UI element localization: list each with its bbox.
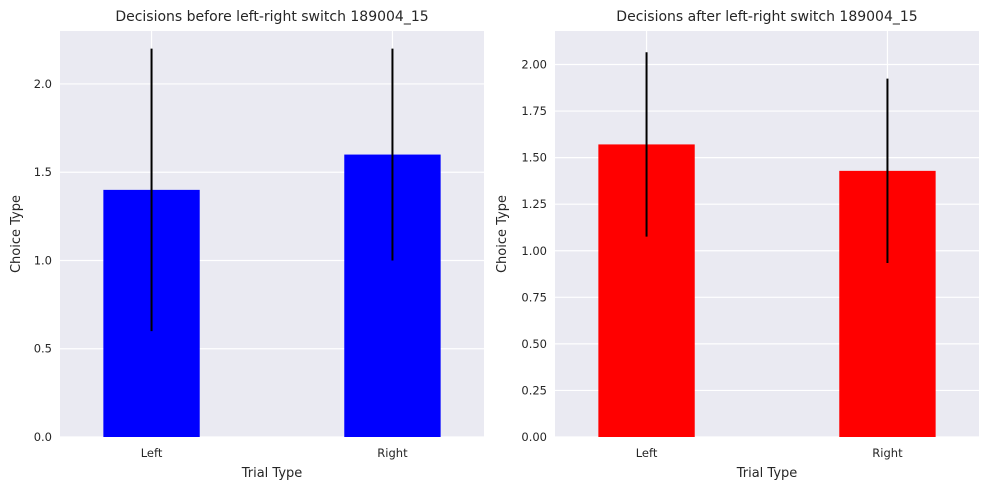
x-tick-label: Left bbox=[636, 446, 658, 460]
y-axis-label: Choice Type bbox=[495, 195, 510, 273]
y-tick-label: 0.25 bbox=[521, 383, 547, 397]
x-tick-label: Right bbox=[377, 446, 408, 460]
y-tick-label: 0.0 bbox=[34, 430, 52, 444]
chart-after-switch: 0.00 0.25 0.50 0.75 1.00 1.25 1.50 1.75 2.00 Left… bbox=[495, 9, 979, 481]
y-tick-label: 1.50 bbox=[521, 151, 547, 165]
x-axis-label: Trial Type bbox=[736, 466, 798, 481]
y-tick-label: 0.5 bbox=[34, 342, 52, 356]
y-tick-label: 0.00 bbox=[521, 430, 547, 444]
y-tick-label: 1.00 bbox=[521, 244, 547, 258]
y-tick-label: 0.50 bbox=[521, 337, 547, 351]
y-tick-label: 1.5 bbox=[34, 165, 52, 179]
y-tick-label: 2.0 bbox=[34, 77, 52, 91]
y-tick-label: 0.75 bbox=[521, 290, 547, 304]
chart-before-switch: 0.0 0.5 1.0 1.5 2.0 Left Right Decisions before… bbox=[9, 9, 484, 481]
y-tick-label: 1.75 bbox=[521, 104, 547, 118]
y-tick-label: 1.0 bbox=[34, 253, 52, 267]
chart-title: Decisions after left-right switch 189004… bbox=[616, 9, 917, 25]
x-tick-label: Right bbox=[872, 446, 903, 460]
y-tick-label: 1.25 bbox=[521, 197, 547, 211]
y-axis-label: Choice Type bbox=[9, 195, 24, 273]
x-axis-label: Trial Type bbox=[241, 466, 303, 481]
chart-title: Decisions before left-right switch 18900… bbox=[115, 9, 428, 25]
x-tick-label: Left bbox=[141, 446, 163, 460]
y-tick-label: 2.00 bbox=[521, 58, 547, 72]
